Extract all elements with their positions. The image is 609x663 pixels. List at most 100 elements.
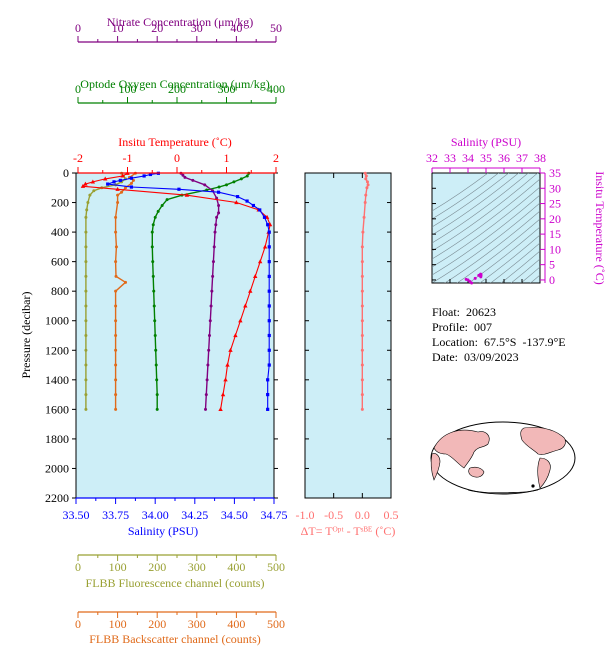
delta-t-axis: -1.0 -0.5 0.0 0.5 bbox=[296, 172, 399, 522]
fluorescence-tick-label: 300 bbox=[188, 560, 206, 574]
delta-t-plot-area bbox=[304, 172, 392, 499]
pressure-tick-label: 400 bbox=[51, 225, 69, 239]
oxygen-point bbox=[156, 209, 160, 213]
temperature-tick-label: 0 bbox=[174, 151, 180, 165]
pressure-tick-label: 800 bbox=[51, 284, 69, 298]
density-contour bbox=[468, 226, 540, 283]
delta-t-plot: -1.0 -0.5 0.0 0.5 ΔT= Tᴼᵖᵗ - Tˢᴮᴱ (˚C) bbox=[296, 171, 399, 538]
density-contour bbox=[432, 202, 540, 283]
salinity-point bbox=[266, 407, 270, 411]
salinity-point bbox=[267, 348, 271, 352]
delta-t-point bbox=[364, 193, 368, 197]
oxygen-point bbox=[154, 363, 158, 367]
backscatter-point bbox=[114, 319, 118, 323]
salinity-point bbox=[267, 274, 271, 279]
nitrate-point bbox=[191, 178, 195, 182]
ts-series-layer bbox=[464, 272, 483, 285]
date: Date: 03/09/2023 bbox=[432, 350, 519, 364]
delta-t-point bbox=[366, 183, 370, 187]
ts-salinity-tick-label: 35 bbox=[480, 151, 492, 165]
salinity-point bbox=[267, 230, 271, 234]
nitrate-tick-label: 0 bbox=[75, 21, 81, 35]
oxygen-tick-label: 300 bbox=[218, 82, 236, 96]
profile-number: Profile: 007 bbox=[432, 320, 492, 334]
delta-t-point bbox=[362, 215, 366, 219]
backscatter-point bbox=[114, 245, 118, 249]
density-contour bbox=[432, 186, 540, 268]
salinity-point bbox=[129, 176, 134, 180]
bottom-axes: Salinity (PSU) FLBB Fluorescence channel… bbox=[86, 524, 265, 646]
oxygen-point bbox=[151, 274, 155, 278]
fluorescence-tick-label: 400 bbox=[227, 560, 245, 574]
oxygen-point bbox=[154, 348, 158, 352]
nitrate-tick-label: 20 bbox=[151, 21, 163, 35]
pressure-tick-label: 2000 bbox=[45, 461, 69, 475]
density-contour bbox=[432, 194, 540, 276]
nitrate-point bbox=[207, 334, 211, 337]
backscatter-point bbox=[114, 260, 118, 264]
delta-t-tick-label: 0.5 bbox=[384, 508, 399, 522]
main-plot-area bbox=[75, 172, 275, 499]
salinity-point bbox=[118, 178, 122, 182]
float-id: Float: 20623 bbox=[432, 305, 497, 319]
main-profile-plot: 0 200 400 600 800 1000 1200 1400 1600 1800 2000 220… bbox=[19, 166, 278, 505]
backscatter-point bbox=[120, 190, 124, 194]
temperature-point bbox=[243, 303, 248, 308]
delta-t-axis-title: ΔT= Tᴼᵖᵗ - Tˢᴮᴱ (˚C) bbox=[301, 524, 396, 538]
temperature-point bbox=[120, 173, 125, 178]
delta-t-point bbox=[361, 230, 365, 234]
backscatter-point bbox=[114, 348, 118, 352]
oxygen-point bbox=[152, 304, 156, 308]
backscatter-tick-label: 100 bbox=[109, 617, 127, 631]
ts-plot-area bbox=[431, 172, 541, 284]
ts-temperature-axis-title: Insitu Temperature (˚C) bbox=[593, 171, 607, 285]
australia-landmass bbox=[468, 466, 485, 478]
ts-salinity-tick-label: 37 bbox=[516, 151, 528, 165]
nitrate-point bbox=[183, 175, 187, 179]
backscatter-point bbox=[114, 230, 118, 234]
temperature-point bbox=[80, 183, 86, 188]
salinity-tick-label: 33.50 bbox=[63, 508, 90, 522]
backscatter-axis: 0 100 200 300 400 500 bbox=[75, 611, 285, 631]
fluorescence-axis: 0 100 200 300 400 500 bbox=[75, 554, 285, 574]
fluorescence-point bbox=[88, 193, 92, 197]
delta-t-point bbox=[360, 274, 364, 278]
temperature-point bbox=[248, 288, 253, 293]
temperature-point bbox=[184, 192, 190, 197]
north-america-landmass bbox=[520, 426, 566, 455]
delta-t-tick-label: -1.0 bbox=[296, 508, 315, 522]
nitrate-point bbox=[212, 245, 216, 249]
fluorescence-tick-label: 500 bbox=[267, 560, 285, 574]
backscatter-point bbox=[114, 304, 118, 308]
backscatter-point bbox=[114, 274, 118, 278]
density-contour bbox=[456, 218, 540, 283]
density-contour bbox=[510, 258, 540, 283]
pressure-tick-label: 2200 bbox=[45, 491, 69, 505]
oxygen-point bbox=[225, 183, 228, 187]
temperature-point bbox=[253, 274, 258, 279]
delta-t-point bbox=[360, 289, 364, 293]
salinity-tick-label: 34.00 bbox=[142, 508, 169, 522]
salinity-point bbox=[267, 319, 271, 323]
salinity-axis: 33.50 33.75 34.00 34.25 34.50 34.75 bbox=[63, 497, 288, 522]
antarctica-landmass bbox=[467, 489, 539, 494]
oxygen-point bbox=[153, 319, 157, 323]
float-info: Float: 20623 Profile: 007 Location: 67.5… bbox=[432, 305, 566, 365]
float-location-marker bbox=[531, 484, 535, 488]
ts-salinity-tick-label: 38 bbox=[534, 151, 546, 165]
fluorescence-point bbox=[84, 363, 88, 367]
ts-salinity-tick-label: 33 bbox=[444, 151, 456, 165]
africa-landmass bbox=[430, 453, 441, 481]
fluorescence-point bbox=[84, 230, 88, 234]
nitrate-point bbox=[214, 223, 218, 227]
south-america-landmass bbox=[537, 457, 551, 489]
delta-t-point bbox=[365, 186, 369, 190]
delta-t-point bbox=[363, 171, 367, 175]
fluorescence-series bbox=[84, 171, 128, 411]
oxygen-point bbox=[153, 215, 157, 219]
fluorescence-point bbox=[85, 208, 89, 212]
ts-salinity-axis-title: Salinity (PSU) bbox=[451, 135, 521, 149]
nitrate-axis-title: Nitrate Concentration (μm/kg) bbox=[107, 15, 253, 29]
pressure-axis: 0 200 400 600 800 1000 1200 1400 1600 1800 2000 220… bbox=[45, 166, 278, 505]
nitrate-point bbox=[204, 393, 208, 397]
